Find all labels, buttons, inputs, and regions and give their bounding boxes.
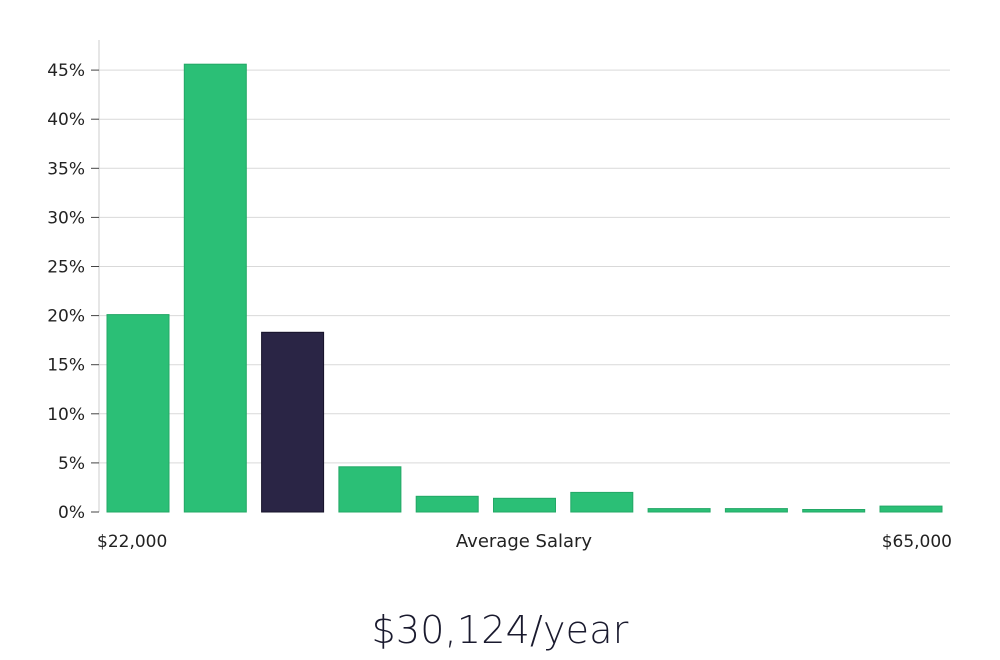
y-tick-label: 5% — [58, 454, 85, 474]
y-tick-label: 30% — [47, 208, 85, 228]
bar — [183, 63, 247, 513]
y-tick-label: 10% — [47, 405, 85, 425]
bar — [724, 508, 788, 513]
average-salary-headline: $30,124/year — [371, 608, 629, 652]
y-tick-label: 45% — [47, 61, 85, 81]
y-tick-label: 35% — [47, 159, 85, 179]
bar — [338, 466, 402, 513]
bar-highlighted — [261, 331, 325, 513]
x-min-label: $22,000 — [97, 532, 167, 552]
bar — [647, 508, 711, 513]
bar — [570, 491, 634, 513]
salary-histogram: 0% 5% 10% 15% 20% 25% 30% 35% 40% 45% $22,000 Ave… — [47, 40, 952, 552]
y-tick-label: 25% — [47, 258, 85, 278]
y-tick-label: 0% — [58, 503, 85, 523]
bar — [493, 497, 556, 513]
x-axis-label: Average Salary — [456, 531, 593, 552]
bar — [879, 505, 943, 513]
bars — [106, 63, 943, 513]
y-tick-label: 40% — [47, 110, 85, 130]
y-tick-label: 15% — [47, 356, 85, 376]
bar — [802, 509, 866, 513]
bar — [106, 314, 170, 513]
x-max-label: $65,000 — [882, 532, 952, 552]
y-tick-label: 20% — [47, 307, 85, 327]
y-tick-labels: 0% 5% 10% 15% 20% 25% 30% 35% 40% 45% — [47, 61, 99, 523]
bar — [415, 495, 479, 513]
